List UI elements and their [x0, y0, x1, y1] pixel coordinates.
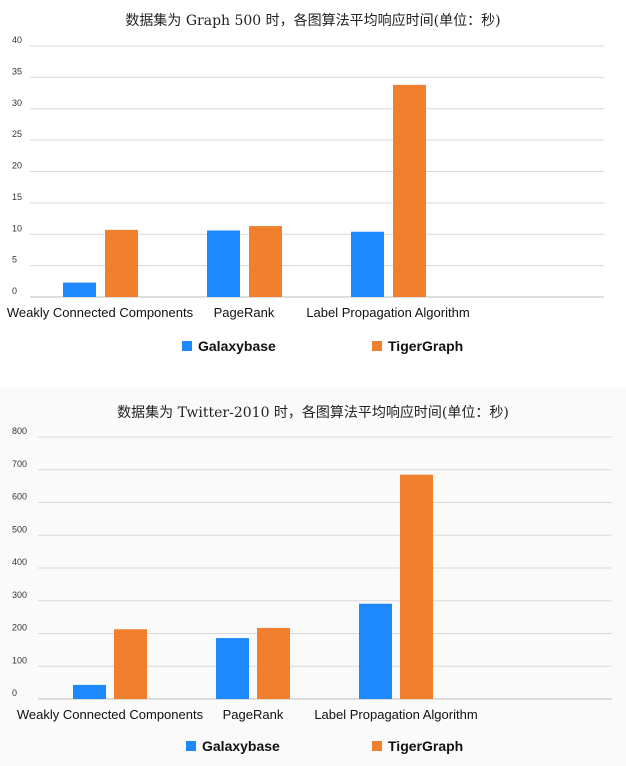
legend-swatch-galaxybase	[182, 341, 192, 351]
bar-tigergraph	[400, 474, 433, 699]
bar-tigergraph	[393, 84, 426, 297]
y-tick-label: 10	[12, 223, 22, 233]
x-category-label: PageRank	[214, 305, 275, 320]
y-tick-label: 40	[12, 35, 22, 45]
legend-swatch-tigergraph	[372, 741, 382, 751]
y-tick-label: 300	[12, 590, 27, 600]
x-category-label: Label Propagation Algorithm	[314, 707, 477, 722]
bar-tigergraph	[257, 627, 290, 699]
legend-item-tigergraph: TigerGraph	[372, 338, 463, 354]
bar-galaxybase	[359, 603, 392, 699]
bar-galaxybase	[216, 638, 249, 699]
legend-label: Galaxybase	[198, 338, 276, 354]
chart-title: 数据集为 Twitter-2010 时，各图算法平均响应时间(单位：秒)	[117, 405, 509, 421]
bar-tigergraph	[105, 229, 138, 297]
y-tick-label: 200	[12, 623, 27, 633]
legend-label: Galaxybase	[202, 738, 280, 754]
legend-item-tigergraph: TigerGraph	[372, 738, 463, 754]
x-category-label: Weakly Connected Components	[17, 707, 204, 722]
y-tick-label: 0	[12, 688, 17, 698]
y-tick-label: 25	[12, 129, 22, 139]
legend-label: TigerGraph	[388, 338, 464, 354]
legend-item-galaxybase: Galaxybase	[186, 738, 280, 754]
chart-title: 数据集为 Graph 500 时，各图算法平均响应时间(单位：秒)	[125, 13, 501, 29]
plot-area: 0 100 200 300 400 500 600 700 800 Weakly Connecte…	[12, 426, 612, 722]
bar-tigergraph	[249, 226, 282, 297]
chart-graph500: 数据集为 Graph 500 时，各图算法平均响应时间(单位：秒) 0 5 10 15…	[0, 0, 626, 370]
y-tick-label: 100	[12, 655, 27, 665]
legend-item-galaxybase: Galaxybase	[182, 338, 276, 354]
bar-galaxybase	[351, 231, 384, 297]
y-tick-label: 15	[12, 192, 22, 202]
y-tick-label: 20	[12, 161, 22, 171]
y-tick-label: 35	[12, 66, 22, 76]
plot-area: 0 5 10 15 20 25 30 35 40 Weakly Connected Compone…	[7, 35, 604, 320]
y-tick-label: 600	[12, 492, 27, 502]
x-category-label: Label Propagation Algorithm	[306, 305, 469, 320]
legend-swatch-tigergraph	[372, 341, 382, 351]
legend: Galaxybase TigerGraph	[0, 338, 626, 358]
bar-galaxybase	[73, 684, 106, 699]
y-tick-label: 800	[12, 426, 27, 436]
legend-swatch-galaxybase	[186, 741, 196, 751]
chart-twitter2010: 数据集为 Twitter-2010 时，各图算法平均响应时间(单位：秒) 0 10…	[0, 388, 626, 766]
y-tick-label: 30	[12, 98, 22, 108]
y-tick-label: 0	[12, 286, 17, 296]
bar-galaxybase	[63, 282, 96, 297]
x-category-label: PageRank	[223, 707, 284, 722]
legend-label: TigerGraph	[388, 738, 464, 754]
y-tick-label: 5	[12, 255, 17, 265]
y-tick-label: 500	[12, 524, 27, 534]
y-tick-label: 400	[12, 557, 27, 567]
bar-tigergraph	[114, 629, 147, 699]
x-category-label: Weakly Connected Components	[7, 305, 194, 320]
legend: Galaxybase TigerGraph	[0, 738, 626, 758]
bar-galaxybase	[207, 230, 240, 297]
y-tick-label: 700	[12, 459, 27, 469]
